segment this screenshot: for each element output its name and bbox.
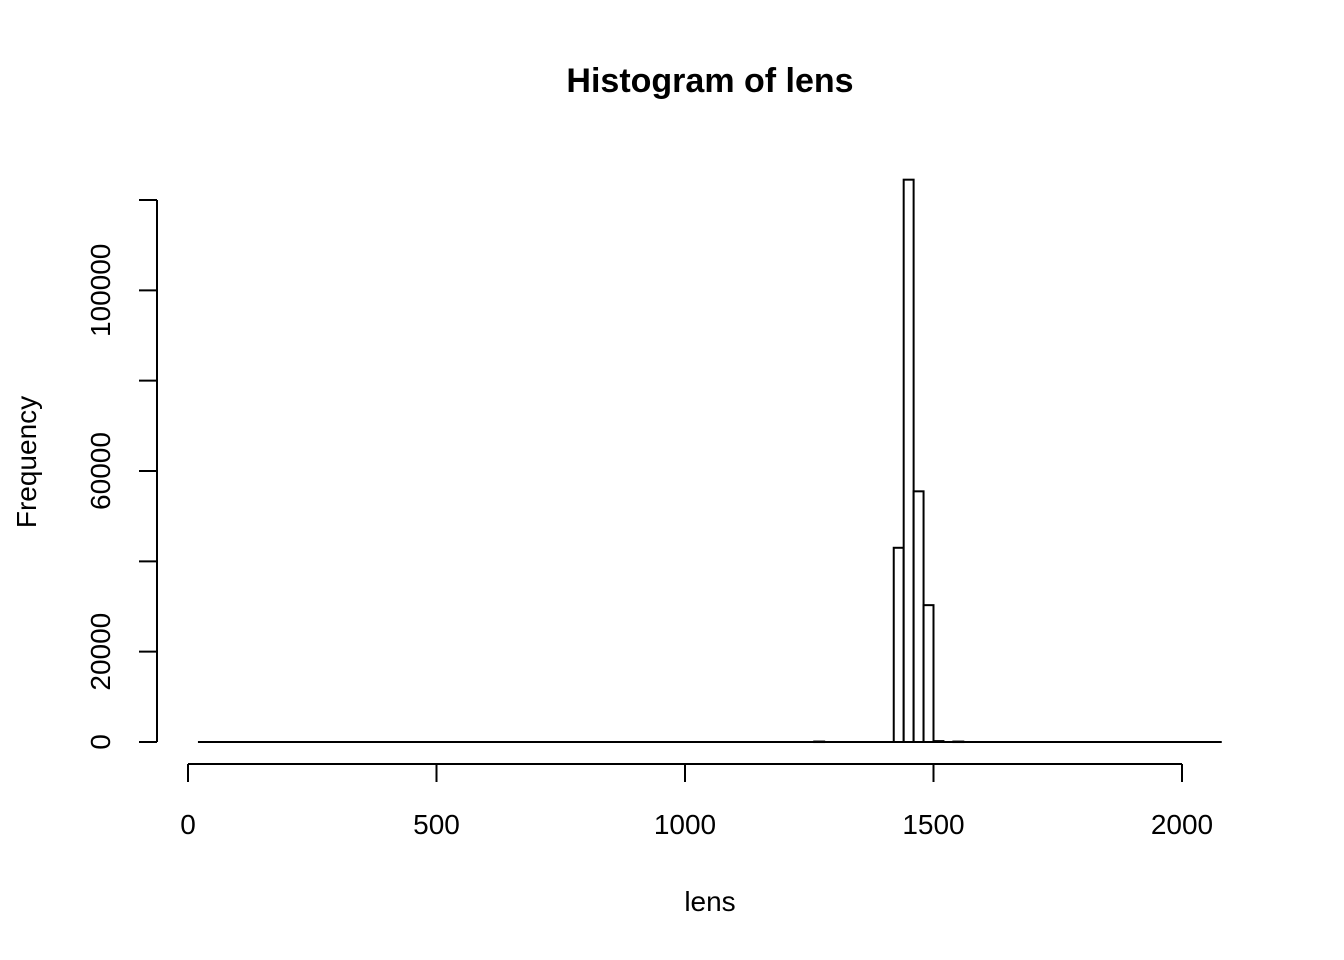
- y-tick-label: 60000: [85, 432, 116, 510]
- y-tick-label: 0: [85, 734, 116, 750]
- histogram-bar: [912, 490, 925, 744]
- y-tick-label: 100000: [85, 244, 116, 337]
- x-tick-label: 0: [180, 809, 196, 840]
- x-tick-label: 500: [413, 809, 460, 840]
- bars: [813, 178, 965, 744]
- histogram-bar: [813, 740, 826, 744]
- x-tick-label: 1500: [902, 809, 964, 840]
- histogram-bar: [892, 546, 905, 743]
- y-tick-label: 20000: [85, 613, 116, 691]
- chart-title: Histogram of lens: [566, 62, 853, 100]
- x-axis-label: lens: [684, 886, 735, 917]
- histogram-bar: [902, 178, 915, 744]
- histogram-bar: [932, 740, 945, 744]
- y-axis: 0 20000 60000 100000: [85, 199, 158, 750]
- histogram-bar: [952, 740, 965, 744]
- x-axis: 0 500 1000 1500 2000: [180, 763, 1213, 840]
- x-tick-label: 1000: [654, 809, 716, 840]
- x-tick-label: 2000: [1151, 809, 1213, 840]
- histogram-bar: [922, 604, 935, 744]
- y-axis-label: Frequency: [11, 396, 42, 528]
